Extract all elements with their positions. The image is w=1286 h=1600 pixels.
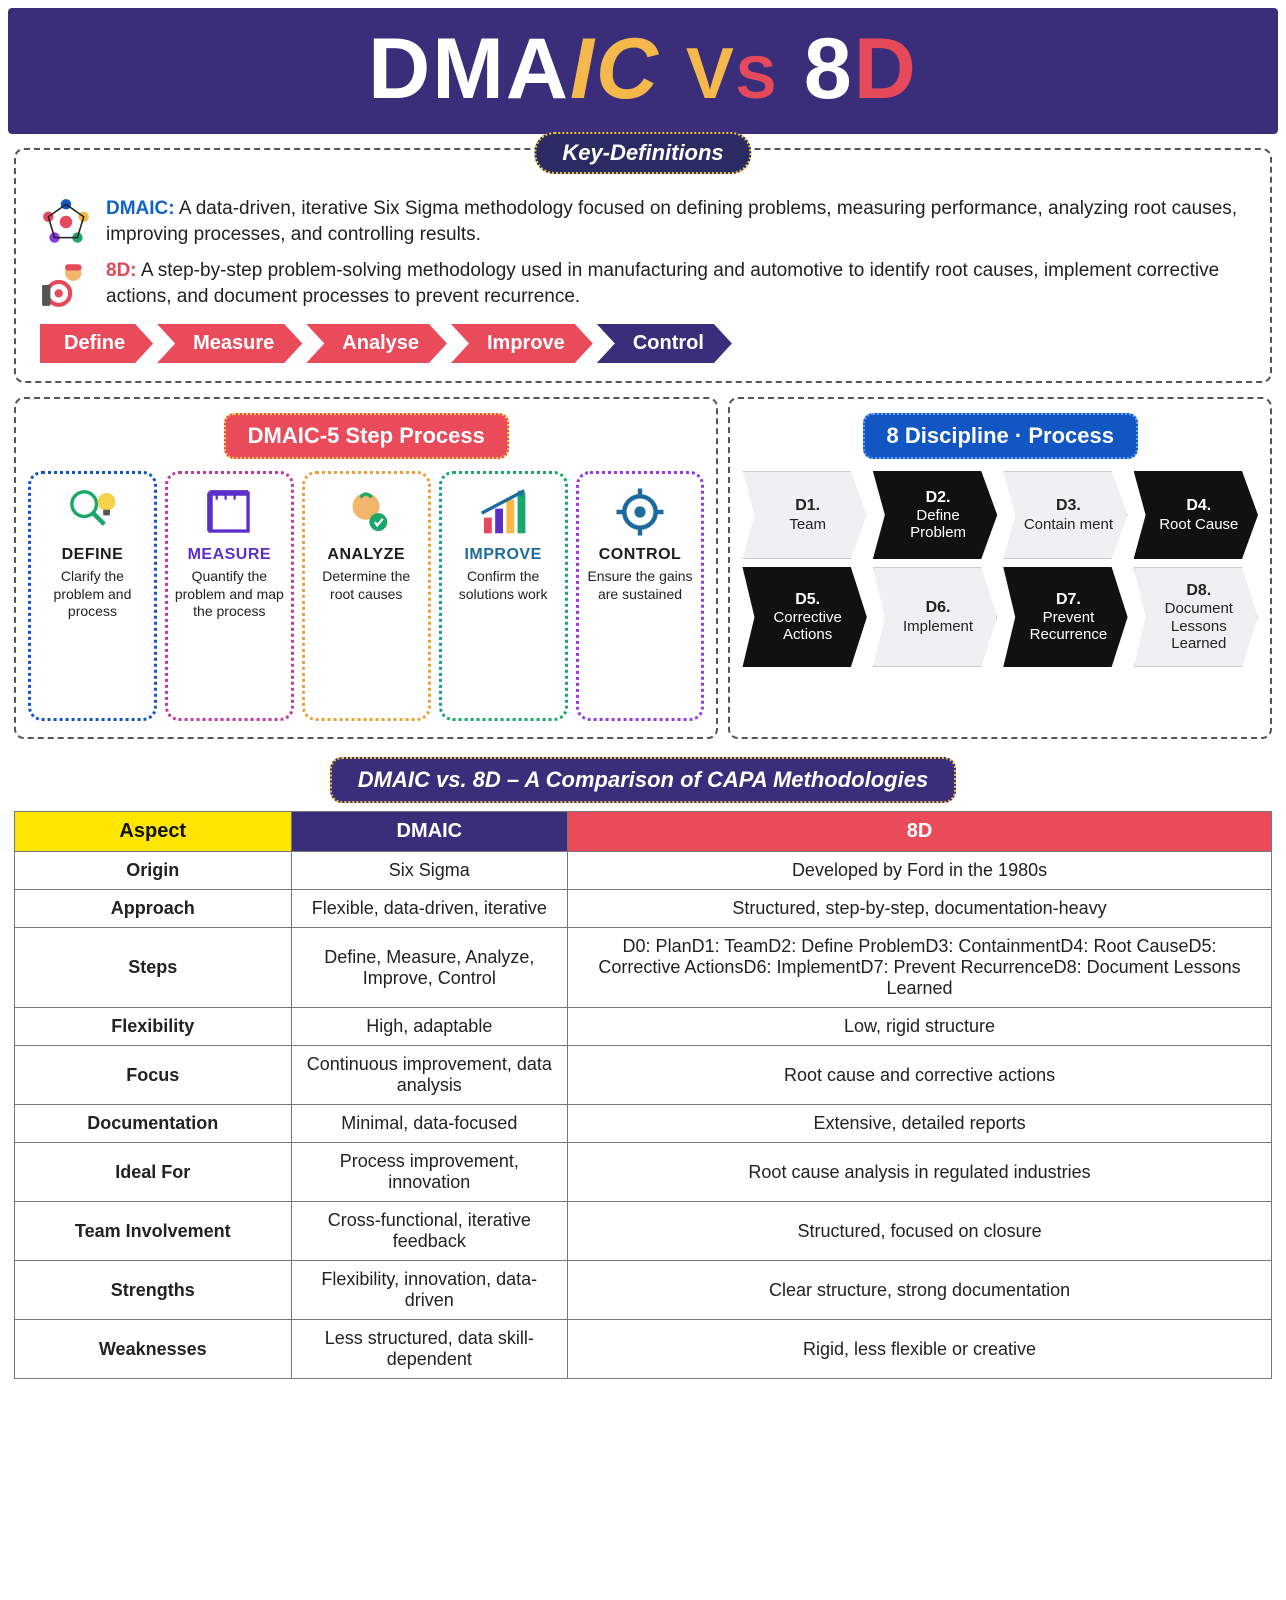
magnifier-bulb-icon [64,484,120,540]
cell-dmaic: Less structured, data skill-dependent [291,1320,568,1379]
d8-step-2: D2.Define Problem [873,471,997,559]
worker-gear-icon [40,258,92,310]
title-d: D [854,21,918,117]
header-aspect: Aspect [15,812,292,852]
title-ic: IC [570,21,660,117]
gear-check-icon [612,484,668,540]
cell-aspect: Steps [15,928,292,1008]
definition-dmaic-text: DMAIC: A data-driven, iterative Six Sigm… [106,196,1246,247]
cell-8d: Developed by Ford in the 1980s [568,852,1272,890]
d8-step-1: D1.Team [742,471,866,559]
comparison-title: DMAIC vs. 8D – A Comparison of CAPA Meth… [330,757,956,803]
chevron-measure: Measure [157,324,302,363]
process-panels: DMAIC-5 Step Process DEFINE Clarify the … [14,397,1272,739]
d8-step-5: D5.Corrective Actions [742,567,866,667]
cell-8d: D0: PlanD1: TeamD2: Define ProblemD3: Co… [568,928,1272,1008]
page-title: DMAIC VS 8D [38,26,1248,112]
cell-8d: Low, rigid structure [568,1008,1272,1046]
table-row: FlexibilityHigh, adaptableLow, rigid str… [15,1008,1272,1046]
cell-8d: Root cause analysis in regulated industr… [568,1143,1272,1202]
cell-aspect: Focus [15,1046,292,1105]
definition-8d: 8D: A step-by-step problem-solving metho… [40,258,1246,310]
8d-steps-grid: D1.TeamD2.Define ProblemD3.Contain mentD… [742,471,1258,667]
header-dmaic: DMAIC [291,812,568,852]
d8-step-6: D6.Implement [873,567,997,667]
key-definitions-box: Key-Definitions DMAIC: A data-driven, it… [14,148,1272,383]
cell-dmaic: Flexible, data-driven, iterative [291,890,568,928]
chevron-define: Define [40,324,153,363]
bar-chart-up-icon [475,484,531,540]
cell-8d: Extensive, detailed reports [568,1105,1272,1143]
8d-process-panel: 8 Discipline · Process D1.TeamD2.Define … [728,397,1272,739]
cell-dmaic: Minimal, data-focused [291,1105,568,1143]
title-banner: DMAIC VS 8D [8,8,1278,134]
table-row: StrengthsFlexibility, innovation, data-d… [15,1261,1272,1320]
dmaic-process-panel: DMAIC-5 Step Process DEFINE Clarify the … [14,397,718,739]
table-row: DocumentationMinimal, data-focusedExtens… [15,1105,1272,1143]
ruler-icon [201,484,257,540]
table-row: FocusContinuous improvement, data analys… [15,1046,1272,1105]
cell-dmaic: Flexibility, innovation, data-driven [291,1261,568,1320]
dmaic-chevron-strip: Define Measure Analyse Improve Control [40,324,1246,363]
dmaic-card-define: DEFINE Clarify the problem and process [28,471,157,721]
d8-step-8: D8.Document Lessons Learned [1134,567,1258,667]
cell-dmaic: High, adaptable [291,1008,568,1046]
cell-dmaic: Define, Measure, Analyze, Improve, Contr… [291,928,568,1008]
definition-dmaic: DMAIC: A data-driven, iterative Six Sigm… [40,196,1246,248]
title-dma: DMA [368,21,570,117]
table-row: ApproachFlexible, data-driven, iterative… [15,890,1272,928]
cell-dmaic: Cross-functional, iterative feedback [291,1202,568,1261]
cell-aspect: Flexibility [15,1008,292,1046]
dmaic-card-analyze: ANALYZE Determine the root causes [302,471,431,721]
cell-8d: Structured, focused on closure [568,1202,1272,1261]
table-row: Team InvolvementCross-functional, iterat… [15,1202,1272,1261]
table-row: WeaknessesLess structured, data skill-de… [15,1320,1272,1379]
cell-aspect: Ideal For [15,1143,292,1202]
title-vs: VS [686,34,778,114]
definition-8d-text: 8D: A step-by-step problem-solving metho… [106,258,1246,309]
table-row: OriginSix SigmaDeveloped by Ford in the … [15,852,1272,890]
comparison-table: Aspect DMAIC 8D OriginSix SigmaDeveloped… [14,811,1272,1379]
cell-dmaic: Six Sigma [291,852,568,890]
cell-aspect: Approach [15,890,292,928]
table-row: StepsDefine, Measure, Analyze, Improve, … [15,928,1272,1008]
cell-dmaic: Continuous improvement, data analysis [291,1046,568,1105]
brain-bulb-icon [338,484,394,540]
cell-aspect: Documentation [15,1105,292,1143]
dmaic-cards-row: DEFINE Clarify the problem and process M… [28,471,704,721]
d8-step-7: D7.Prevent Recurrence [1003,567,1127,667]
cell-8d: Clear structure, strong documentation [568,1261,1272,1320]
header-8d: 8D [568,812,1272,852]
comparison-section: DMAIC vs. 8D – A Comparison of CAPA Meth… [14,757,1272,1379]
chevron-analyse: Analyse [306,324,447,363]
table-row: Ideal ForProcess improvement, innovation… [15,1143,1272,1202]
chevron-control: Control [597,324,732,363]
table-header-row: Aspect DMAIC 8D [15,812,1272,852]
cell-aspect: Team Involvement [15,1202,292,1261]
8d-panel-title: 8 Discipline · Process [863,413,1138,459]
cell-8d: Rigid, less flexible or creative [568,1320,1272,1379]
dmaic-card-measure: MEASURE Quantify the problem and map the… [165,471,294,721]
d8-step-3: D3.Contain ment [1003,471,1127,559]
cell-aspect: Origin [15,852,292,890]
chevron-improve: Improve [451,324,593,363]
d8-step-4: D4.Root Cause [1134,471,1258,559]
key-definitions-badge: Key-Definitions [534,132,751,174]
dmaic-card-improve: IMPROVE Confirm the solutions work [439,471,568,721]
cell-8d: Structured, step-by-step, documentation-… [568,890,1272,928]
atom-icon [40,196,92,248]
dmaic-panel-title: DMAIC-5 Step Process [224,413,509,459]
cell-8d: Root cause and corrective actions [568,1046,1272,1105]
cell-aspect: Strengths [15,1261,292,1320]
cell-aspect: Weaknesses [15,1320,292,1379]
title-eight: 8 [804,21,854,117]
dmaic-card-control: CONTROL Ensure the gains are sustained [576,471,705,721]
cell-dmaic: Process improvement, innovation [291,1143,568,1202]
